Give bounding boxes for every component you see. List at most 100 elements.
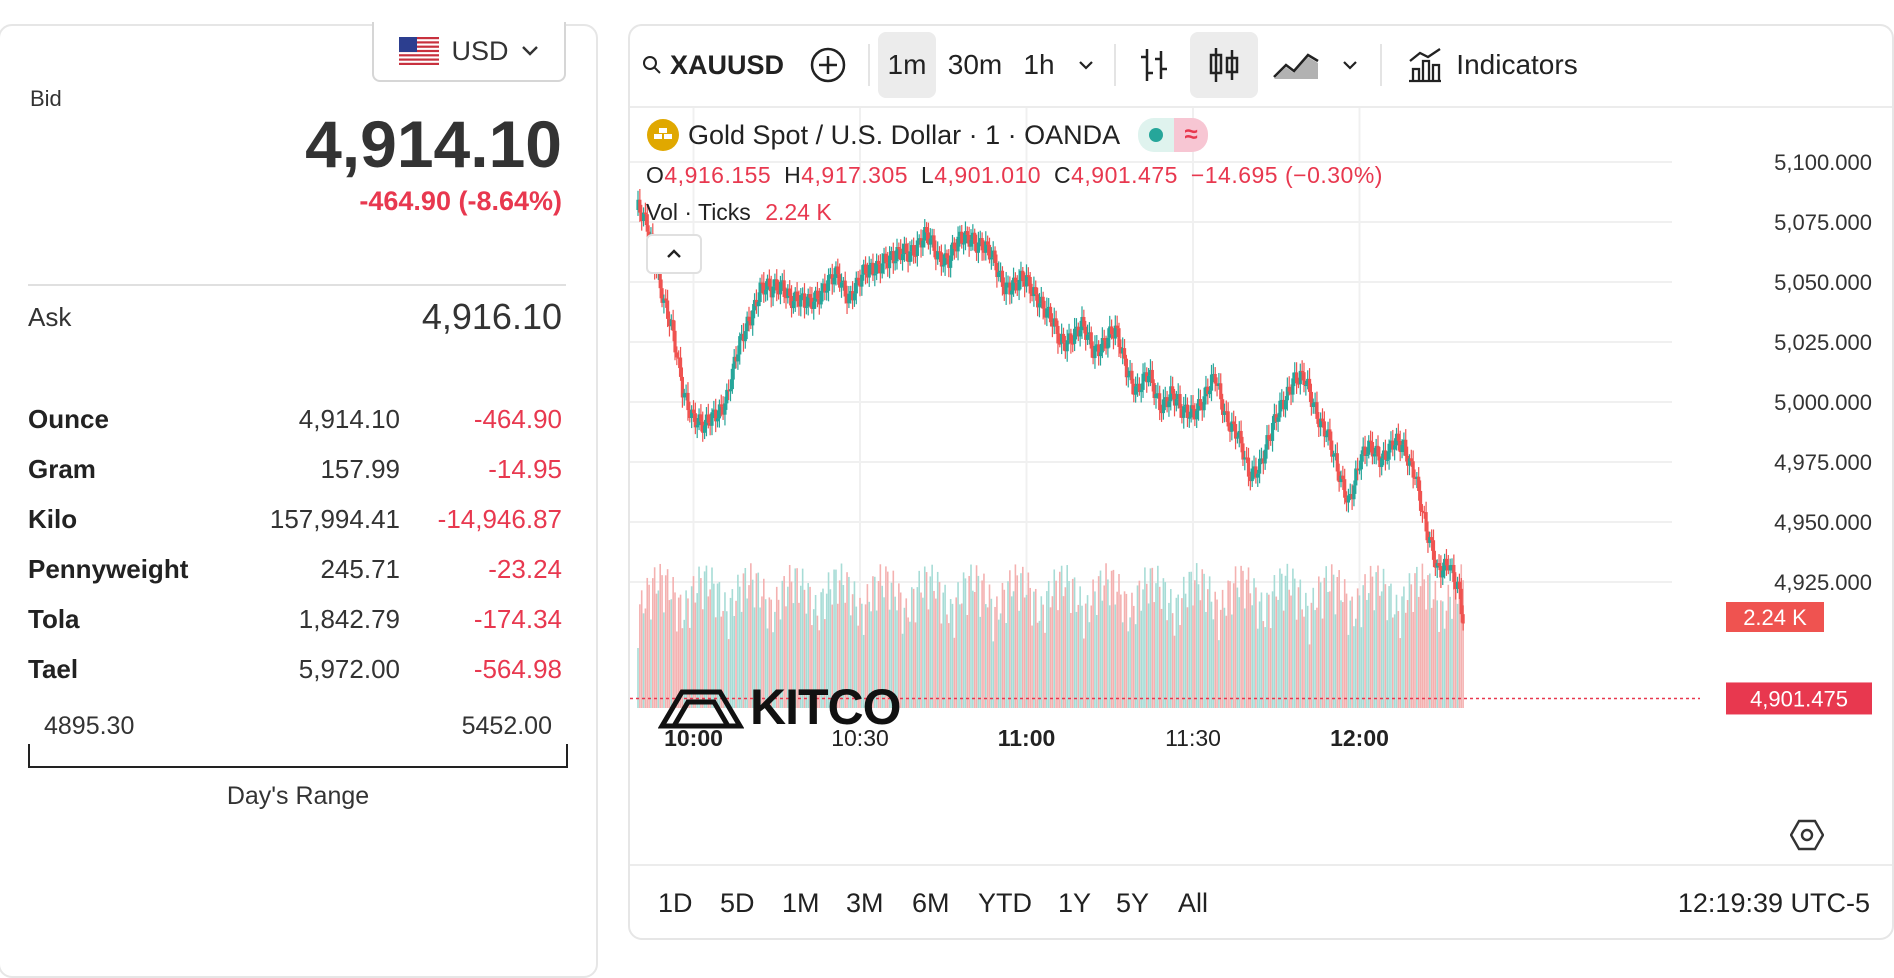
candle-body xyxy=(1394,433,1399,446)
volume-bar xyxy=(683,619,686,708)
currency-select[interactable]: USD xyxy=(372,22,566,82)
candle-body xyxy=(1126,376,1130,378)
volume-bar xyxy=(1195,563,1198,708)
candle-body xyxy=(1333,453,1338,455)
volume-bar xyxy=(1175,597,1178,708)
candle-body xyxy=(1130,370,1134,384)
volume-bar xyxy=(1367,593,1370,708)
volume-bar xyxy=(936,571,939,708)
compare-add-button[interactable] xyxy=(798,32,858,98)
volume-bar xyxy=(1412,611,1414,708)
price-chart[interactable]: 5,100.000 5,075.000 5,050.000 5,025.000 5,00… xyxy=(630,108,1892,868)
interval-1m[interactable]: 1m xyxy=(878,32,936,98)
volume-bar xyxy=(1319,582,1322,708)
candle-body xyxy=(680,376,684,398)
volume-bar xyxy=(722,611,724,708)
candle-style-button[interactable] xyxy=(1190,32,1258,98)
symbol-search[interactable]: XAUUSD xyxy=(642,32,784,98)
plus-circle-icon xyxy=(810,47,846,83)
candle-body xyxy=(725,389,729,404)
candle-body xyxy=(869,262,873,265)
y-tick-label: 4,975.000 xyxy=(1774,450,1872,475)
volume-bar xyxy=(1430,607,1433,708)
candle-body xyxy=(1406,455,1410,466)
volume-bar xyxy=(1460,564,1463,708)
y-tick-label: 5,025.000 xyxy=(1774,330,1872,355)
volume-bar xyxy=(1070,612,1072,708)
candle-body xyxy=(1189,405,1193,418)
volume-bar xyxy=(1284,575,1287,708)
candle-body xyxy=(1450,564,1454,567)
candle-body xyxy=(1278,400,1282,418)
bar-style-button[interactable] xyxy=(1124,32,1184,98)
candle-body xyxy=(678,357,683,377)
candle-body xyxy=(832,277,836,285)
range-3m[interactable]: 3M xyxy=(846,888,884,918)
volume-bar xyxy=(777,599,780,708)
days-range-label: Day's Range xyxy=(226,782,370,810)
candle-body xyxy=(1233,424,1238,439)
volume-bar xyxy=(986,607,989,708)
interval-menu-button[interactable] xyxy=(1066,32,1106,98)
indicators-button[interactable]: Indicators xyxy=(1394,32,1590,98)
collapse-legend-button[interactable] xyxy=(646,234,702,274)
volume-bar xyxy=(1332,574,1335,708)
range-1m[interactable]: 1M xyxy=(782,888,820,918)
candle-body xyxy=(930,235,934,239)
chart-type-menu-button[interactable] xyxy=(1330,32,1370,98)
volume-bar xyxy=(1060,565,1063,708)
volume-bar xyxy=(1212,619,1215,708)
volume-bar xyxy=(927,609,930,708)
candle-body xyxy=(1435,563,1439,568)
candle-body xyxy=(1439,566,1443,578)
volume-bar xyxy=(1179,625,1181,708)
candle-body xyxy=(1100,338,1104,353)
candle-body xyxy=(891,251,895,264)
candle-body xyxy=(1454,581,1458,589)
volume-bar xyxy=(951,603,954,708)
volume-bar xyxy=(857,625,859,708)
range-6m[interactable]: 6M xyxy=(912,888,950,918)
volume-bar xyxy=(1441,601,1444,708)
range-ytd[interactable]: YTD xyxy=(978,888,1032,918)
range-5y[interactable]: 5Y xyxy=(1116,888,1150,918)
range-all[interactable]: All xyxy=(1178,888,1209,918)
volume-bar xyxy=(668,600,671,708)
candle-body xyxy=(819,290,823,305)
range-5d[interactable]: 5D xyxy=(720,888,755,918)
candle-body xyxy=(1135,383,1140,387)
interval-1h[interactable]: 1h xyxy=(1023,49,1055,80)
candle-body xyxy=(1341,475,1345,480)
interval-30m[interactable]: 30m xyxy=(947,49,1003,80)
x-tick-label: 12:00 xyxy=(1330,725,1389,751)
volume-bar xyxy=(1205,611,1207,708)
volume-bar xyxy=(1292,568,1294,708)
candle-body xyxy=(1298,370,1302,385)
volume-bar xyxy=(1194,580,1196,708)
chart-settings-button[interactable] xyxy=(1789,818,1825,852)
candle-body xyxy=(1163,397,1167,400)
candle-body xyxy=(1219,383,1223,400)
candle-body xyxy=(1374,445,1378,454)
volume-bar xyxy=(744,567,747,708)
volume-bar xyxy=(1225,615,1228,708)
candle-body xyxy=(1039,296,1043,304)
candle-body xyxy=(919,238,923,248)
chevron-down-icon xyxy=(1343,61,1357,70)
volume-bar xyxy=(920,592,922,708)
volume-bar xyxy=(1375,572,1377,708)
change-value: −14.695 (−0.30%) xyxy=(1190,162,1383,188)
range-1y[interactable]: 1Y xyxy=(1058,888,1092,918)
volume-bar xyxy=(1395,594,1398,708)
area-style-button[interactable] xyxy=(1266,32,1326,98)
candle-body xyxy=(1457,581,1461,589)
unit-change: -174.34 xyxy=(473,604,562,634)
volume-bar xyxy=(1029,587,1031,708)
range-1d[interactable]: 1D xyxy=(658,888,693,918)
volume-bar xyxy=(1005,623,1007,708)
volume-bar xyxy=(960,603,963,708)
candle-body xyxy=(738,336,742,355)
candle-body xyxy=(1344,497,1349,503)
volume-bar xyxy=(1377,565,1379,708)
volume-bar xyxy=(1329,591,1331,708)
